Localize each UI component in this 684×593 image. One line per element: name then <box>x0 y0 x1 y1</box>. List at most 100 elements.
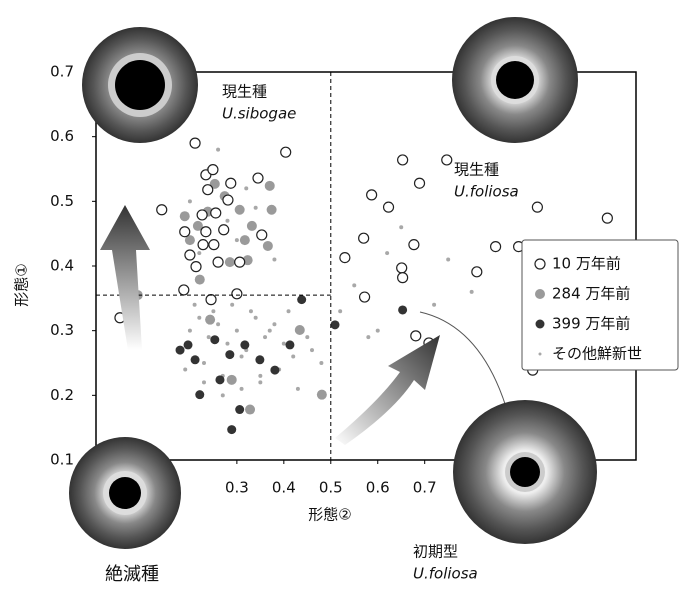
point <box>352 283 356 287</box>
y-tick-label: 0.5 <box>50 192 74 210</box>
point <box>317 390 327 400</box>
y-tick-label: 0.3 <box>50 321 74 339</box>
point <box>202 361 206 365</box>
point <box>197 316 201 320</box>
point <box>398 305 407 314</box>
point <box>258 374 262 378</box>
point <box>188 329 192 333</box>
point <box>240 387 244 391</box>
point <box>399 225 403 229</box>
point <box>195 275 205 285</box>
micrograph <box>69 437 181 549</box>
point <box>188 199 192 203</box>
point <box>240 340 249 349</box>
point <box>253 173 263 183</box>
point <box>398 273 408 283</box>
point <box>225 219 229 223</box>
point <box>210 335 219 344</box>
point <box>179 285 189 295</box>
point <box>197 210 207 220</box>
point <box>285 340 294 349</box>
point <box>295 325 305 335</box>
point <box>254 206 258 210</box>
point <box>398 155 408 165</box>
point <box>257 230 267 240</box>
point <box>225 350 234 359</box>
point <box>331 320 340 329</box>
point <box>532 202 542 212</box>
point <box>310 348 314 352</box>
point <box>209 240 219 250</box>
point <box>208 165 218 175</box>
point <box>191 355 200 364</box>
point <box>245 405 255 415</box>
point <box>201 227 211 237</box>
point <box>263 335 267 339</box>
micrograph <box>453 400 597 544</box>
point <box>360 292 370 302</box>
point <box>190 138 200 148</box>
point <box>227 425 236 434</box>
point <box>411 331 421 341</box>
point <box>265 181 275 191</box>
point <box>432 303 436 307</box>
point <box>366 335 370 339</box>
annotation: 初期型 <box>413 543 458 561</box>
y-tick-label: 0.7 <box>50 63 74 81</box>
annotation: 現生種 <box>454 161 499 179</box>
point <box>216 148 220 152</box>
point <box>232 289 242 299</box>
point <box>215 375 224 384</box>
point <box>244 186 248 190</box>
y-tick-label: 0.6 <box>50 127 74 145</box>
point <box>211 208 221 218</box>
point <box>397 263 407 273</box>
point <box>272 322 276 326</box>
point <box>258 380 262 384</box>
annotation: 絶滅種 <box>105 564 159 585</box>
point <box>268 329 272 333</box>
point <box>470 290 474 294</box>
point <box>185 250 195 260</box>
point <box>202 380 206 384</box>
annotation: U.foliosa <box>413 565 478 583</box>
x-tick-label: 0.7 <box>413 479 437 497</box>
legend-label: 399 万年前 <box>552 315 630 333</box>
point <box>235 238 239 242</box>
point <box>219 225 229 235</box>
point <box>415 178 425 188</box>
point <box>319 361 323 365</box>
x-axis-label: 形態② <box>308 506 351 524</box>
point <box>263 241 273 251</box>
point <box>180 227 190 237</box>
y-tick-label: 0.2 <box>50 386 74 404</box>
point <box>254 316 258 320</box>
legend-marker <box>536 320 545 329</box>
point <box>409 240 419 250</box>
point <box>225 257 235 267</box>
point <box>211 309 215 313</box>
point <box>472 267 482 277</box>
point <box>230 303 234 307</box>
point <box>221 393 225 397</box>
point <box>198 240 208 250</box>
point <box>203 185 213 195</box>
point <box>385 251 389 255</box>
point <box>270 366 279 375</box>
x-tick-label: 0.5 <box>319 479 343 497</box>
point <box>340 253 350 263</box>
point <box>226 178 236 188</box>
point <box>291 355 295 359</box>
point <box>235 405 244 414</box>
x-tick-label: 0.6 <box>366 479 390 497</box>
point <box>384 202 394 212</box>
point <box>216 322 220 326</box>
arrow <box>335 335 440 445</box>
x-tick-label: 0.4 <box>272 479 296 497</box>
point <box>338 309 342 313</box>
legend-label: その他鮮新世 <box>552 345 642 363</box>
annotation: U.sibogae <box>222 105 296 123</box>
point <box>367 190 377 200</box>
point <box>296 387 300 391</box>
